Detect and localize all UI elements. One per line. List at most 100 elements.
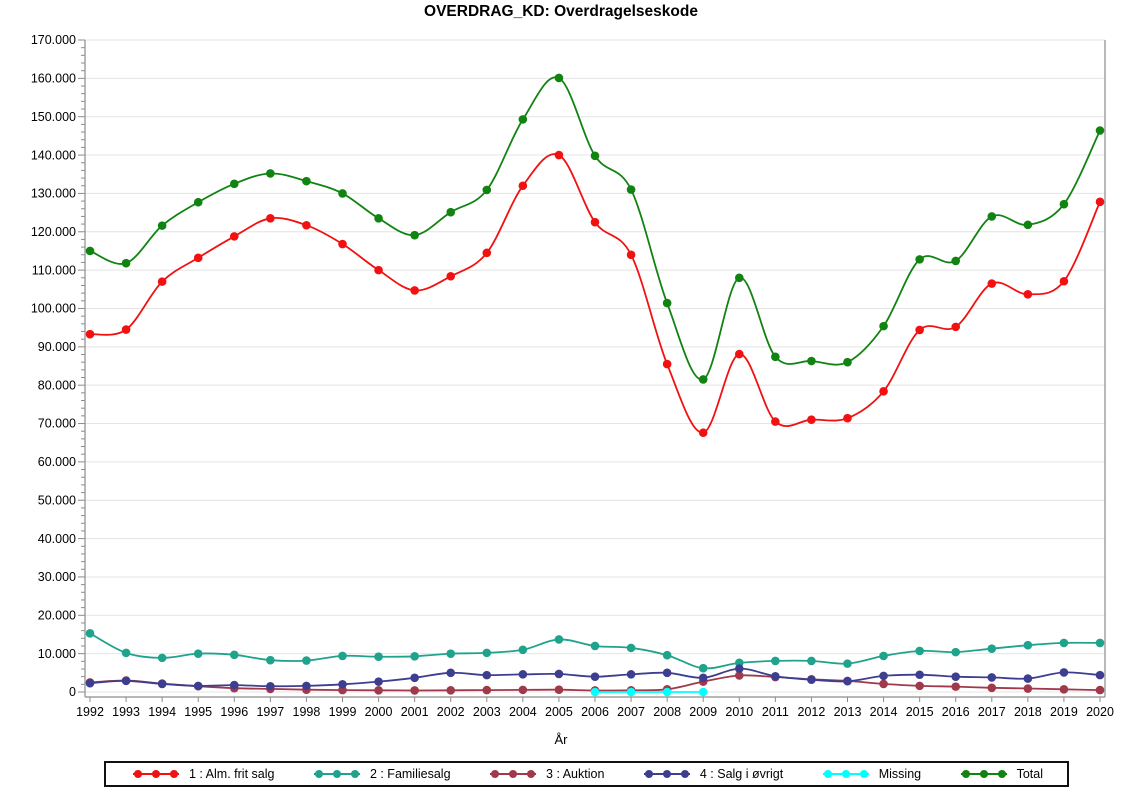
data-point bbox=[446, 649, 456, 658]
data-point bbox=[1059, 199, 1069, 209]
legend: 1 : Alm. frit salg 2 : Familiesalg 3 : Auk… bbox=[104, 761, 1069, 787]
data-point bbox=[734, 273, 744, 283]
data-point bbox=[482, 648, 492, 658]
data-point bbox=[446, 685, 456, 695]
data-point bbox=[1023, 640, 1033, 650]
legend-marker-icon bbox=[490, 770, 537, 778]
y-tick-label: 30.000 bbox=[38, 570, 76, 584]
x-tick-label: 2006 bbox=[581, 705, 609, 719]
series-line bbox=[89, 153, 1101, 434]
data-point bbox=[410, 686, 419, 695]
data-point bbox=[915, 255, 924, 264]
y-tick-label: 80.000 bbox=[38, 378, 76, 392]
data-point bbox=[374, 214, 383, 223]
data-point bbox=[1023, 220, 1033, 230]
x-tick-label: 1992 bbox=[76, 705, 104, 719]
data-point bbox=[951, 322, 961, 332]
data-point bbox=[85, 329, 95, 339]
grid-lines bbox=[85, 39, 1105, 693]
data-point bbox=[879, 387, 888, 396]
series-2-familiesalg bbox=[85, 629, 1105, 673]
data-point bbox=[662, 668, 672, 678]
data-point bbox=[734, 671, 744, 680]
data-point bbox=[1023, 684, 1033, 693]
data-point bbox=[1095, 197, 1105, 207]
x-tick-label: 1993 bbox=[112, 705, 140, 719]
data-point bbox=[879, 671, 888, 681]
data-point bbox=[157, 679, 167, 689]
legend-marker-icon bbox=[643, 770, 690, 778]
data-point bbox=[698, 375, 708, 384]
data-point bbox=[771, 352, 780, 362]
data-point bbox=[590, 217, 600, 227]
data-point bbox=[951, 682, 961, 691]
data-point bbox=[698, 428, 708, 438]
data-point bbox=[229, 680, 239, 690]
data-point bbox=[915, 681, 924, 691]
x-tick-label: 1995 bbox=[184, 705, 212, 719]
data-point bbox=[338, 239, 347, 249]
data-point bbox=[987, 673, 997, 682]
data-point bbox=[374, 265, 383, 275]
data-point bbox=[1059, 668, 1069, 677]
data-point bbox=[951, 672, 961, 681]
data-point bbox=[590, 641, 600, 651]
data-point bbox=[1023, 674, 1033, 683]
data-point bbox=[446, 668, 456, 678]
data-point bbox=[734, 664, 744, 673]
data-point bbox=[229, 232, 239, 241]
data-point bbox=[662, 298, 672, 308]
data-point bbox=[410, 652, 419, 661]
x-tick-label: 2009 bbox=[689, 705, 717, 719]
data-point bbox=[446, 207, 456, 217]
x-tick-label: 1999 bbox=[329, 705, 357, 719]
data-point bbox=[807, 675, 816, 685]
data-point bbox=[121, 325, 131, 334]
y-tick-label: 70.000 bbox=[38, 417, 76, 431]
legend-label: Total bbox=[1016, 767, 1043, 781]
data-point bbox=[987, 279, 997, 288]
x-tick-label: 2005 bbox=[545, 705, 573, 719]
data-point bbox=[1095, 126, 1105, 135]
data-point bbox=[843, 676, 852, 686]
data-point bbox=[229, 650, 239, 660]
data-point bbox=[85, 678, 95, 688]
data-point bbox=[85, 629, 95, 638]
x-tick-label: 2020 bbox=[1086, 705, 1114, 719]
x-tick-label: 2000 bbox=[365, 705, 393, 719]
legend-item-3-auktion: 3 : Auktion bbox=[487, 767, 604, 781]
y-tick-label: 100.000 bbox=[31, 302, 76, 316]
data-point bbox=[843, 413, 852, 423]
chart-title: OVERDRAG_KD: Overdragelseskode bbox=[424, 3, 698, 20]
data-point bbox=[410, 230, 419, 240]
data-point bbox=[987, 683, 997, 693]
data-point bbox=[518, 670, 528, 679]
y-tick-label: 0 bbox=[69, 685, 76, 699]
x-tick-label: 2011 bbox=[762, 705, 789, 719]
x-tick-label: 2010 bbox=[725, 705, 753, 719]
legend-label: 1 : Alm. frit salg bbox=[189, 767, 275, 781]
x-tick-label: 2002 bbox=[437, 705, 465, 719]
x-tick-label: 2013 bbox=[834, 705, 862, 719]
x-tick-label: 2016 bbox=[942, 705, 970, 719]
data-point bbox=[590, 151, 600, 161]
legend-label: 4 : Salg i øvrigt bbox=[699, 767, 784, 781]
x-tick-label: 1998 bbox=[293, 705, 321, 719]
data-point bbox=[193, 253, 203, 263]
data-point bbox=[374, 677, 383, 686]
legend-item-total: Total bbox=[958, 767, 1043, 781]
y-tick-label: 130.000 bbox=[31, 187, 76, 201]
data-point bbox=[1059, 276, 1069, 286]
y-tick-label: 50.000 bbox=[38, 493, 76, 507]
data-point bbox=[410, 286, 419, 295]
data-point bbox=[482, 670, 492, 680]
x-tick-label: 2018 bbox=[1014, 705, 1042, 719]
y-tick-label: 160.000 bbox=[31, 72, 76, 86]
data-point bbox=[85, 246, 95, 256]
data-point bbox=[121, 258, 131, 268]
data-point bbox=[266, 169, 275, 178]
data-point bbox=[482, 248, 492, 258]
data-point bbox=[626, 670, 636, 679]
data-point bbox=[157, 653, 167, 663]
